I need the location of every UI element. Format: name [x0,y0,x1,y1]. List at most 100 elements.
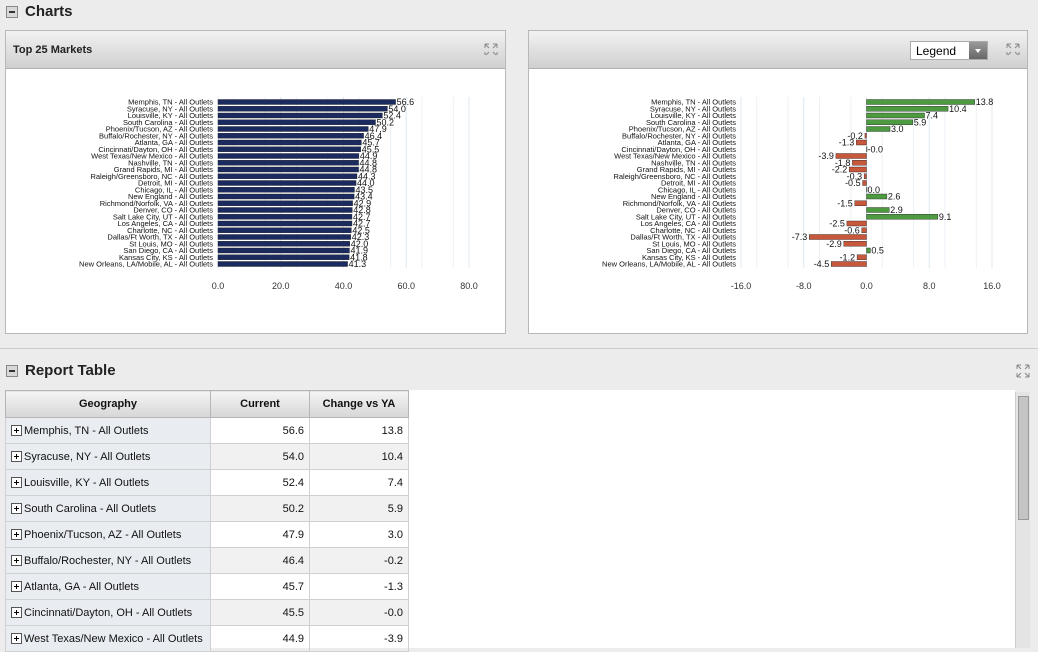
value-label: 2.9 [890,205,903,215]
scrollbar[interactable] [1015,392,1030,648]
bar [852,160,867,166]
value-label: -0.6 [844,225,860,235]
cell-text: -0.2 [384,554,403,567]
chart: -16.0 -8.0 0.0 8.0 16.0 Memphis, TN - All Out… [602,97,1001,291]
x-tick-label: 0.0 [860,281,873,291]
value-label: 42.7 [353,212,371,222]
bar [217,166,359,173]
expand-row-button[interactable] [11,502,22,514]
bar [217,200,353,206]
bar [217,227,352,233]
value-label: -0.5 [845,178,861,188]
category-label: Cincinnati/Dayton, OH - All Outlets [621,145,736,154]
value-label: 45.7 [362,138,380,148]
value-label: -2.2 [832,165,848,175]
expand-row-button[interactable] [11,450,22,462]
expand-row-button[interactable] [11,580,22,592]
column-header[interactable]: Geography [5,390,211,418]
cell-text: 47.9 [282,528,304,541]
column-header[interactable]: Change vs YA [309,390,409,418]
bar [866,119,913,125]
table-cell: Atlanta, GA - All Outlets [5,573,211,600]
cell-text: 52.4 [282,476,304,489]
bar [835,153,867,159]
legend-dropdown[interactable]: Legend [910,41,988,60]
bar [217,220,353,227]
table-cell: 54.0 [210,443,310,470]
bar [862,180,867,186]
expand-row-button[interactable] [11,476,22,488]
bar [217,133,364,139]
report-table: Geography Current Change vs YA Memphis, TN … [5,390,409,652]
value-label: 42.5 [352,225,370,235]
dropdown-text: Legend [916,44,957,58]
bar [217,193,355,200]
value-label: -1.5 [837,198,853,208]
category-label: Charlotte, NC - All Outlets [127,226,213,235]
category-label: Kansas City, KS - All Outlets [119,253,213,262]
category-label: Dallas/Ft Worth, TX - All Outlets [107,233,213,242]
cell-text: Louisville, KY - All Outlets [24,476,150,489]
scroll-thumb[interactable] [1018,396,1029,520]
table-cell: -0.2 [309,547,409,574]
cell-text: 56.6 [282,424,304,437]
cell-text: Syracuse, NY - All Outlets [24,450,151,463]
bar [217,173,358,179]
x-tick-label: -8.0 [796,281,812,291]
bar [217,180,357,186]
expand-button[interactable] [1006,43,1020,55]
x-tick-label: 16.0 [983,281,1001,291]
expand-row-button[interactable] [11,606,22,618]
dropdown-arrow [969,42,987,59]
bar [217,160,359,166]
bar [217,139,362,146]
cell-text: 54.0 [282,450,304,463]
table-cell: Syracuse, NY - All Outlets [5,443,211,470]
value-label: 5.9 [914,117,927,127]
value-label: -1.8 [835,158,851,168]
bar [866,126,891,132]
value-label: 41.9 [350,246,368,256]
bar [846,220,867,227]
bar [217,126,369,132]
value-label: 3.0 [891,124,904,134]
table-row: Phoenix/Tucson, AZ - All Outlets 47.9 3.0 [5,521,409,548]
value-label: 42.0 [351,239,369,249]
value-label: 46.4 [365,131,383,141]
table-cell: 45.7 [210,573,310,600]
table-row: Syracuse, NY - All Outlets 54.0 10.4 [5,443,409,470]
expand-row-button[interactable] [11,424,22,436]
section-title: Report Table [25,362,116,379]
collapse-button[interactable] [6,6,18,18]
category-label: Atlanta, GA - All Outlets [135,138,214,147]
expand-row-button[interactable] [11,528,22,540]
value-label: 0.5 [871,246,884,256]
column-header[interactable]: Current [210,390,310,418]
bar [856,139,867,146]
collapse-button[interactable] [6,365,18,377]
expand-button[interactable] [484,43,498,55]
expand-row-button[interactable] [11,554,22,566]
value-label: 44.3 [358,171,376,181]
expand-button[interactable] [1016,364,1030,378]
category-label: Los Angeles, CA - All Outlets [118,219,214,228]
table-cell: 47.9 [210,521,310,548]
category-label: San Diego, CA - All Outlets [123,246,213,255]
value-label: 2.6 [888,192,901,202]
category-label: West Texas/New Mexico - All Outlets [91,152,213,161]
expand-row-button[interactable] [11,632,22,644]
category-label: Memphis, TN - All Outlets [128,98,213,107]
value-label: -4.5 [814,259,830,269]
bar [217,214,353,220]
table-cell: 13.8 [309,417,409,444]
category-label: Detroit, MI - All Outlets [138,179,213,188]
value-label: 0.0 [868,185,881,195]
cell-text: -3.9 [384,632,403,645]
value-label: 7.4 [926,111,939,121]
bar [866,247,871,254]
bar [866,112,925,119]
bar [217,261,348,267]
value-label: 44.0 [357,178,375,188]
table-cell: 52.4 [210,469,310,496]
x-tick-label: 40.0 [335,281,353,291]
